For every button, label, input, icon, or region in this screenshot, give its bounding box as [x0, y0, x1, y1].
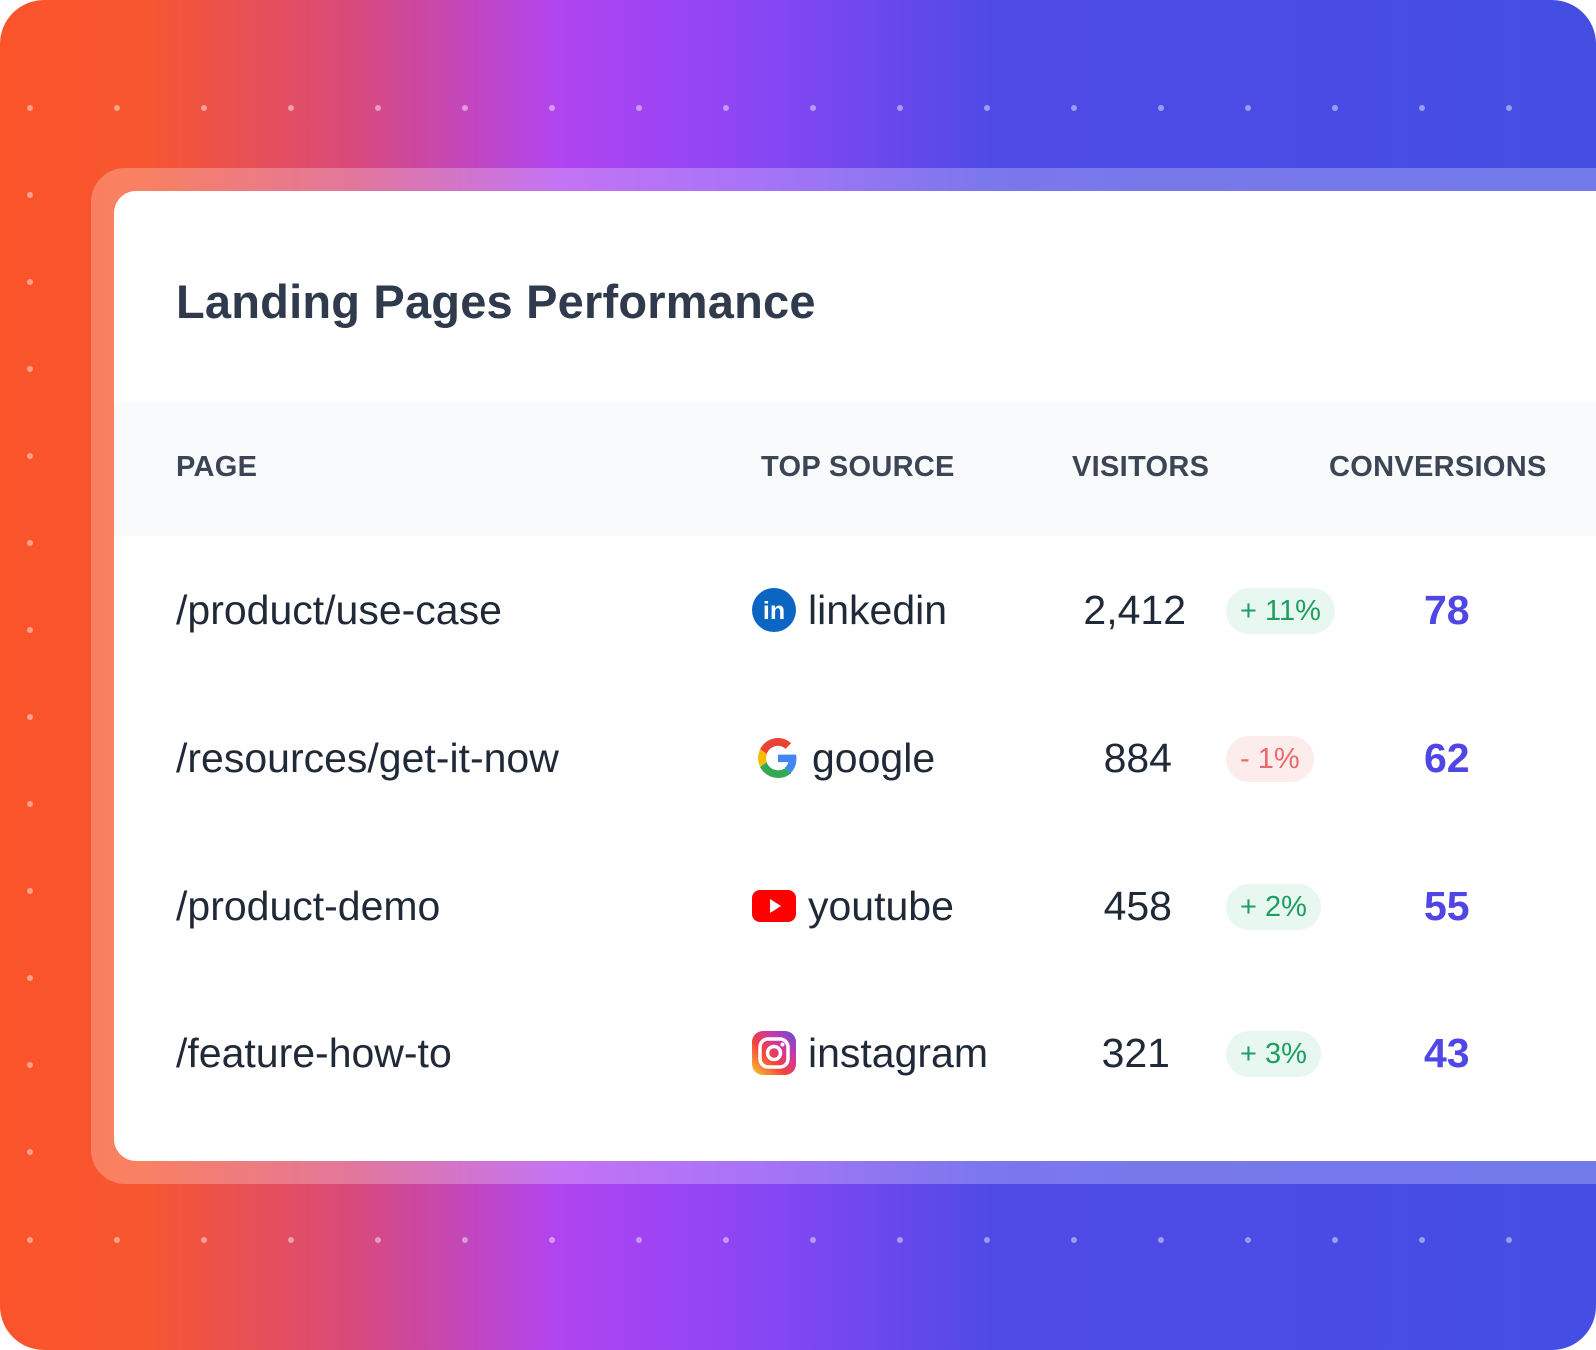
decorative-dot: [27, 366, 33, 372]
decorative-dot: [897, 105, 903, 111]
decorative-dot: [810, 1237, 816, 1243]
top-source: youtube: [752, 876, 954, 936]
table-header: [114, 402, 1596, 536]
table-row[interactable]: /feature-how-to instagram 321 + 3% 43: [0, 1023, 1596, 1083]
decorative-dot: [27, 975, 33, 981]
decorative-dot: [549, 105, 555, 111]
table-row[interactable]: /product-demo youtube 458 + 2% 55: [0, 876, 1596, 936]
visitors-count: 458: [1103, 883, 1172, 929]
source-name: youtube: [808, 883, 954, 929]
linkedin-icon: in: [752, 588, 796, 632]
decorative-dot: [462, 105, 468, 111]
decorative-dot: [288, 105, 294, 111]
decorative-dot: [27, 540, 33, 546]
decorative-dot: [1158, 1237, 1164, 1243]
conversions-count: 55: [1424, 883, 1470, 929]
page-path[interactable]: /product/use-case: [176, 587, 502, 633]
decorative-dot: [27, 192, 33, 198]
decorative-dot: [27, 627, 33, 633]
decorative-dot: [984, 105, 990, 111]
decorative-dot: [1419, 1237, 1425, 1243]
decorative-dot: [723, 105, 729, 111]
visitors-count: 2,412: [1083, 587, 1186, 633]
change-badge: + 2%: [1226, 884, 1321, 930]
landing-pages-card: [114, 191, 1596, 1161]
change-badge: + 3%: [1226, 1031, 1321, 1077]
visitors-count: 321: [1101, 1030, 1170, 1076]
decorative-dot: [1332, 1237, 1338, 1243]
instagram-icon: [752, 1031, 796, 1075]
top-source: instagram: [752, 1023, 988, 1083]
table-row[interactable]: /resources/get-it-now google 884 - 1% 62: [0, 728, 1596, 788]
decorative-dot: [1158, 105, 1164, 111]
decorative-dot: [27, 1237, 33, 1243]
decorative-dot: [375, 1237, 381, 1243]
card-title: Landing Pages Performance: [176, 275, 816, 328]
column-header-top-source[interactable]: TOP SOURCE: [761, 451, 955, 483]
decorative-dot: [201, 1237, 207, 1243]
decorative-dot: [27, 714, 33, 720]
column-header-conversions[interactable]: CONVERSIONS: [1329, 451, 1547, 483]
decorative-dot: [1332, 105, 1338, 111]
youtube-icon: [752, 884, 796, 928]
decorative-dot: [1506, 105, 1512, 111]
decorative-dot: [288, 1237, 294, 1243]
decorative-dot: [636, 105, 642, 111]
decorative-dot: [1245, 105, 1251, 111]
decorative-dot: [897, 1237, 903, 1243]
change-badge: + 11%: [1226, 588, 1335, 634]
decorative-dot: [1071, 105, 1077, 111]
svg-text:in: in: [763, 597, 785, 625]
decorative-dot: [1071, 1237, 1077, 1243]
decorative-dot: [1419, 105, 1425, 111]
page-path[interactable]: /feature-how-to: [176, 1030, 452, 1076]
page-path[interactable]: /product-demo: [176, 883, 441, 929]
conversions-count: 78: [1424, 587, 1470, 633]
visitors-count: 884: [1103, 735, 1172, 781]
decorative-dot: [27, 1149, 33, 1155]
source-name: google: [812, 735, 936, 781]
decorative-dot: [1506, 1237, 1512, 1243]
decorative-dot: [375, 105, 381, 111]
conversions-count: 62: [1424, 735, 1470, 781]
decorative-dot: [462, 1237, 468, 1243]
column-header-page[interactable]: PAGE: [176, 451, 258, 483]
decorative-dot: [636, 1237, 642, 1243]
conversions-count: 43: [1424, 1030, 1470, 1076]
decorative-dot: [27, 279, 33, 285]
decorative-dot: [201, 105, 207, 111]
top-source: in linkedin: [752, 580, 947, 640]
decorative-dot: [27, 105, 33, 111]
decorative-dot: [549, 1237, 555, 1243]
decorative-dot: [1245, 1237, 1251, 1243]
source-name: instagram: [808, 1030, 989, 1076]
table-row[interactable]: /product/use-case in linkedin 2,412 + 11…: [0, 580, 1596, 640]
decorative-dot: [984, 1237, 990, 1243]
change-badge: - 1%: [1226, 736, 1314, 782]
decorative-dot: [27, 888, 33, 894]
decorative-dot: [810, 105, 816, 111]
decorative-dot: [27, 801, 33, 807]
decorative-dot: [723, 1237, 729, 1243]
top-source: google: [756, 728, 935, 788]
decorative-dot: [114, 105, 120, 111]
decorative-dot: [27, 1062, 33, 1068]
page-path[interactable]: /resources/get-it-now: [176, 735, 559, 781]
decorative-dot: [27, 453, 33, 459]
column-header-visitors[interactable]: VISITORS: [1072, 451, 1210, 483]
google-icon: [756, 736, 800, 780]
decorative-dot: [114, 1237, 120, 1243]
source-name: linkedin: [808, 587, 948, 633]
